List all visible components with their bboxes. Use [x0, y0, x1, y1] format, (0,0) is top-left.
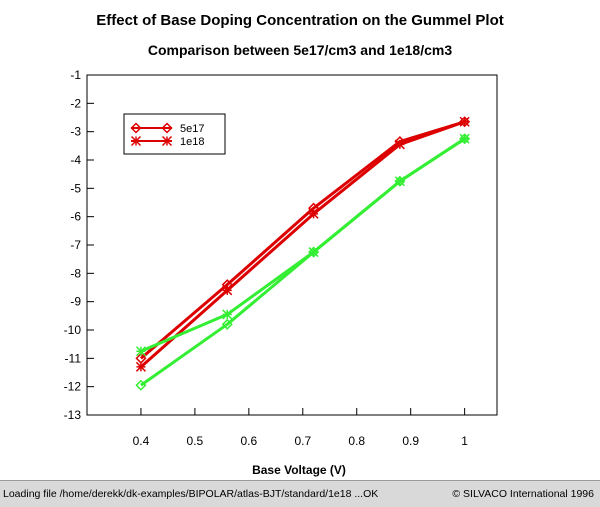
x-axis-label: Base Voltage (V)	[252, 463, 346, 477]
star-marker	[161, 135, 173, 147]
y-tick-label: -4	[70, 153, 81, 167]
star-stroke	[308, 247, 319, 258]
series-line	[139, 120, 466, 360]
x-tick-label: 0.6	[240, 434, 257, 448]
star-marker	[394, 176, 405, 187]
status-message: Loading file /home/derekk/dk-examples/BI…	[3, 488, 379, 500]
x-tick-label: 0.5	[187, 434, 204, 448]
star-stroke	[459, 133, 470, 144]
diamond-marker	[135, 379, 147, 391]
y-tick-label: -9	[70, 295, 81, 309]
chart: -1 -2 -3 -4 -5 -6 -7 -8 -9 -10 -11 -12 -13 0.4 0.5 0.6 0…	[64, 68, 498, 477]
star-marker	[135, 361, 146, 372]
star-marker	[135, 346, 146, 357]
legend-label: 1e18	[180, 136, 204, 148]
legend-item: 1e18	[130, 135, 204, 148]
series-line	[140, 137, 466, 353]
legend-label: 5e17	[180, 123, 204, 135]
axes: -1 -2 -3 -4 -5 -6 -7 -8 -9 -10 -11 -12 -13 0.4 0.5 0.6 0…	[64, 68, 498, 448]
y-tick-label: -3	[70, 125, 81, 139]
series-layer	[135, 116, 471, 391]
star-marker	[222, 285, 233, 296]
status-bar: Loading file /home/derekk/dk-examples/BI…	[0, 480, 600, 507]
diamond-marker	[221, 318, 233, 330]
y-tick-label: -7	[70, 238, 81, 252]
y-tick-label: -12	[64, 380, 82, 394]
star-stroke	[222, 285, 233, 296]
diamond-marker	[130, 122, 142, 134]
x-tick-label: 0.8	[348, 434, 365, 448]
star-stroke	[135, 361, 146, 372]
legend-box	[123, 113, 226, 155]
x-tick-label: 0.7	[294, 434, 311, 448]
y-tick-label: -13	[64, 408, 82, 422]
chart-subtitle: Comparison between 5e17/cm3 and 1e18/cm3	[147, 42, 453, 58]
star-stroke	[161, 135, 173, 147]
y-tick-label: -1	[70, 68, 81, 82]
series-group-3	[135, 133, 470, 357]
star-marker	[308, 208, 319, 219]
star-stroke	[459, 116, 470, 127]
diamond-marker	[161, 122, 173, 134]
star-stroke	[308, 208, 319, 219]
star-marker	[394, 139, 405, 150]
y-tick-label: -8	[70, 266, 81, 280]
star-marker	[130, 135, 142, 147]
series-group-2	[135, 133, 471, 391]
legend-item: 5e17	[130, 122, 204, 135]
y-tick-label: -5	[70, 181, 81, 195]
star-stroke	[130, 135, 142, 147]
star-marker	[459, 133, 470, 144]
star-stroke	[222, 309, 233, 320]
star-stroke	[394, 176, 405, 187]
x-tick-label: 0.4	[133, 434, 150, 448]
x-tick-label: 0.9	[402, 434, 419, 448]
chart-title: Effect of Base Doping Concentration on t…	[96, 12, 504, 29]
star-marker	[459, 116, 470, 127]
series-line	[140, 137, 466, 387]
series-1e18	[135, 116, 470, 372]
star-marker	[308, 247, 319, 258]
series-5e17	[135, 116, 471, 364]
star-stroke	[135, 346, 146, 357]
star-marker	[222, 309, 233, 320]
x-tick-label: 1	[461, 434, 468, 448]
star-stroke	[394, 139, 405, 150]
y-tick-label: -10	[64, 323, 82, 337]
copyright-text: © SILVACO International 1996	[452, 488, 594, 500]
y-tick-label: -2	[70, 96, 81, 110]
y-tick-label: -11	[65, 351, 82, 365]
y-tick-label: -6	[70, 210, 81, 224]
